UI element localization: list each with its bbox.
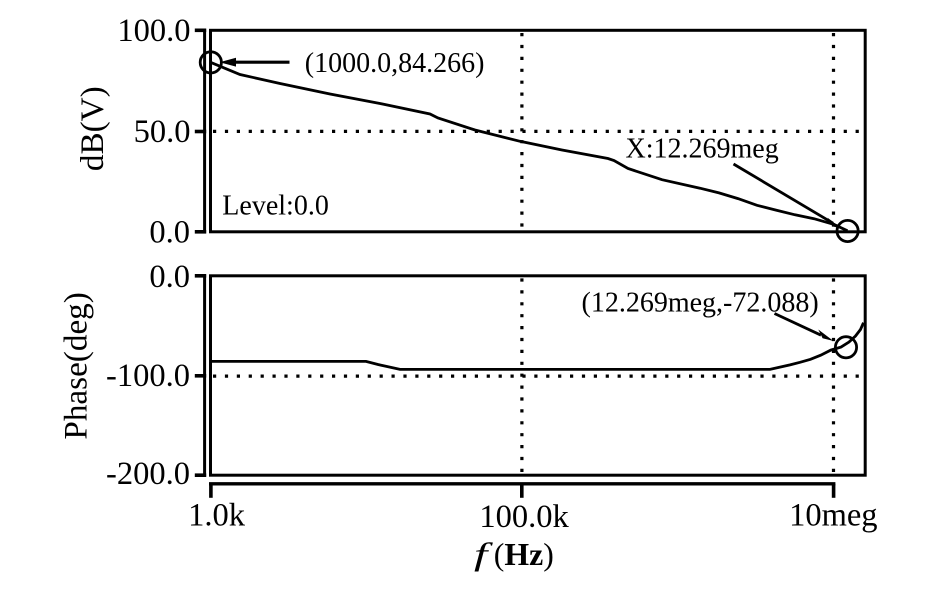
svg-text:dB(V): dB(V) [74,86,111,171]
svg-text:Phase(deg): Phase(deg) [57,292,94,439]
svg-text:(12.269meg,-72.088): (12.269meg,-72.088) [582,287,819,318]
svg-text:100.0: 100.0 [117,13,190,49]
svg-text:50.0: 50.0 [134,114,191,150]
svg-text:Level:0.0: Level:0.0 [222,191,329,222]
svg-text:10meg: 10meg [789,498,877,534]
svg-text:100.0k: 100.0k [479,499,569,535]
svg-text:(1000.0,84.266): (1000.0,84.266) [305,48,485,79]
svg-text:X:12.269meg: X:12.269meg [626,134,779,165]
svg-text:-200.0: -200.0 [106,456,190,492]
svg-text:1.0k: 1.0k [188,498,246,534]
svg-text:(Hz): (Hz) [494,537,554,572]
svg-text:-100.0: -100.0 [106,358,190,394]
svg-text:0.0: 0.0 [149,214,190,250]
svg-text:0.0: 0.0 [149,259,190,295]
